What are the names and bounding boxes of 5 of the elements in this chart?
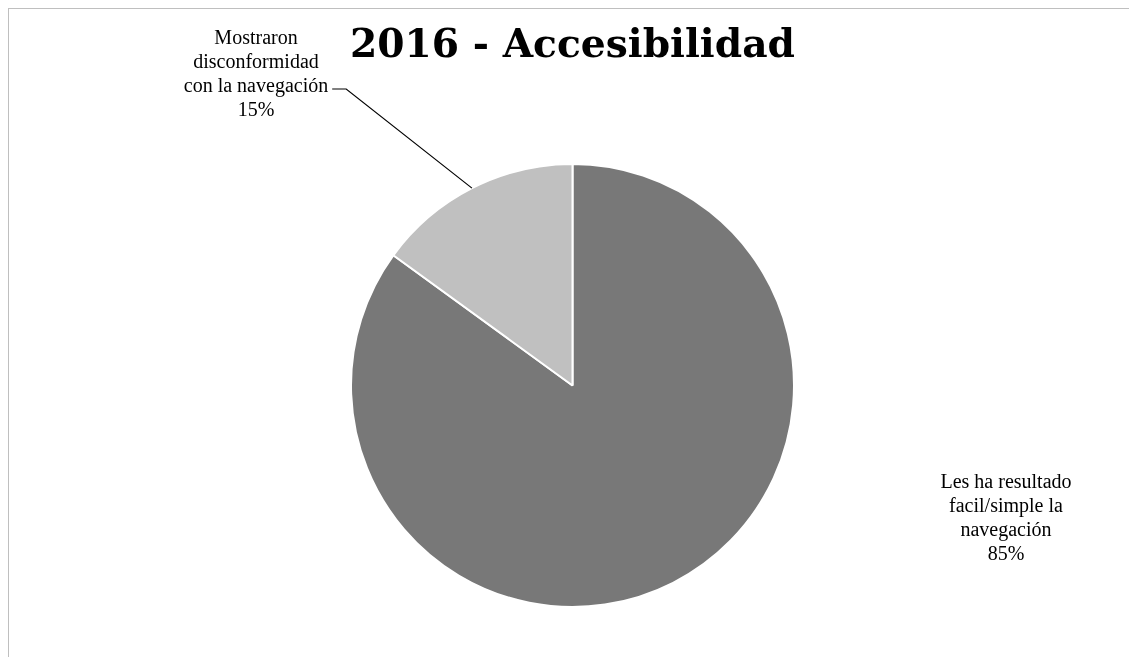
slice-label: Mostraron disconformidad con la navegación (183, 26, 329, 98)
data-label: 15% (237, 98, 275, 121)
data-label: 85% (987, 542, 1025, 565)
slice-label: Les ha resultado facil/simple la navegación (940, 470, 1072, 542)
chart-title: 2016 - Accesibilidad (350, 20, 795, 67)
